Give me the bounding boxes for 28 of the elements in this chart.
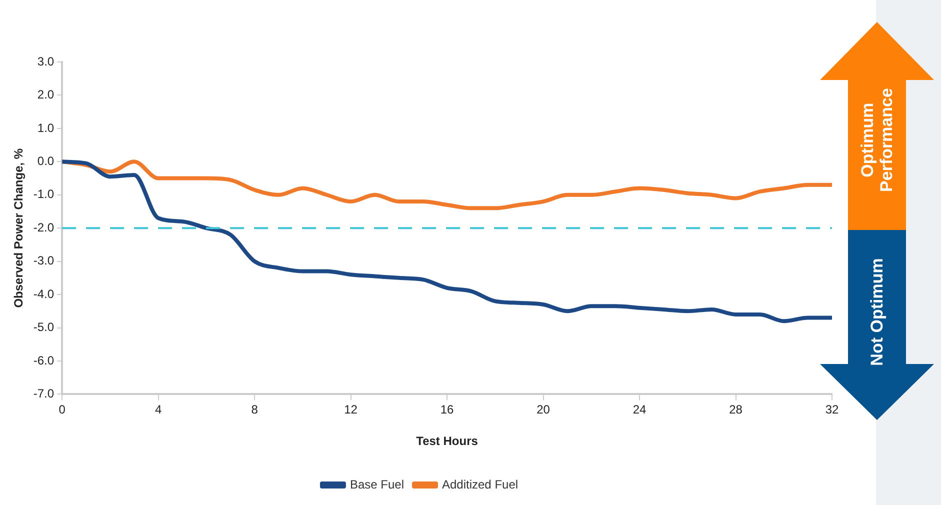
y-tick-label: -2.0: [33, 220, 54, 234]
y-axis-title: Observed Power Change, %: [12, 148, 26, 308]
y-tick-label: -3.0: [33, 254, 54, 268]
legend-label: Additized Fuel: [442, 477, 518, 492]
line-series: [62, 160, 832, 210]
x-tick-label: 28: [729, 402, 743, 417]
x-tick-label: 4: [154, 402, 162, 417]
x-axis-title: Test Hours: [416, 434, 478, 448]
x-tick-label: 20: [536, 402, 550, 417]
x-tick-label: 8: [251, 402, 258, 417]
y-tick-label: -5.0: [33, 320, 54, 334]
x-tick-label: 32: [825, 402, 839, 417]
legend-label: Base Fuel: [350, 477, 404, 492]
x-tick-label: 0: [58, 402, 66, 417]
y-tick-label: -1.0: [33, 187, 54, 202]
line-series: [62, 160, 832, 324]
y-tick-label: 3.0: [37, 54, 54, 68]
y-tick-label: 0.0: [37, 154, 54, 168]
y-tick-label: -6.0: [33, 353, 54, 368]
x-tick-label: 16: [440, 402, 454, 417]
y-tick-label: -7.0: [33, 386, 54, 401]
y-tick-label: 2.0: [37, 88, 54, 102]
y-tick-label: 1.0: [37, 120, 54, 135]
x-tick-label: 24: [632, 402, 647, 417]
y-tick-label: -4.0: [33, 286, 54, 301]
x-tick-label: 12: [344, 402, 358, 417]
text: Optimum Performance: [858, 87, 896, 194]
text: Not Optimum: [868, 257, 886, 368]
